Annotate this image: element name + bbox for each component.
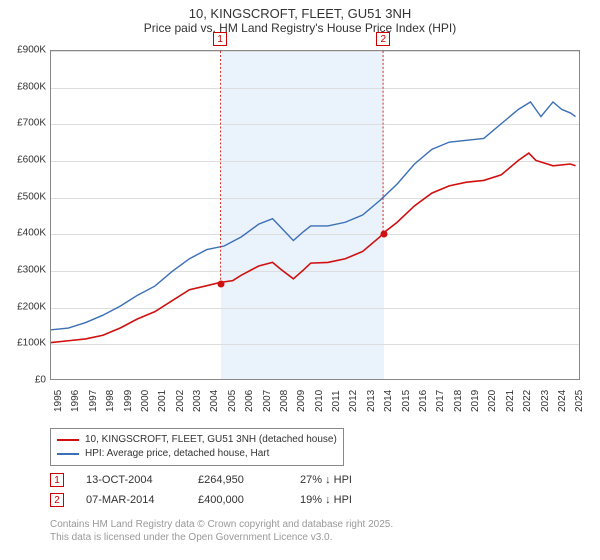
sale-price: £400,000 xyxy=(198,490,278,510)
legend-item: HPI: Average price, detached house, Hart xyxy=(57,447,337,461)
x-axis-tick: 2024 xyxy=(557,390,568,412)
x-axis-tick: 2018 xyxy=(453,390,464,412)
y-axis-tick: £500K xyxy=(2,191,46,202)
chart-title: 10, KINGSCROFT, FLEET, GU51 3NH xyxy=(0,0,600,21)
x-axis-tick: 1995 xyxy=(53,390,64,412)
x-axis-tick: 1997 xyxy=(88,390,99,412)
x-axis-tick: 2003 xyxy=(192,390,203,412)
licence-text: Contains HM Land Registry data © Crown c… xyxy=(50,518,393,544)
sale-point xyxy=(381,231,388,238)
legend-label: 10, KINGSCROFT, FLEET, GU51 3NH (detache… xyxy=(85,433,337,447)
y-axis-tick: £800K xyxy=(2,81,46,92)
y-axis-tick: £0 xyxy=(2,375,46,386)
y-axis-tick: £700K xyxy=(2,118,46,129)
chart-subtitle: Price paid vs. HM Land Registry's House … xyxy=(0,21,600,39)
x-axis-tick: 2021 xyxy=(505,390,516,412)
y-axis-tick: £200K xyxy=(2,301,46,312)
x-axis-tick: 2023 xyxy=(540,390,551,412)
x-axis-tick: 2012 xyxy=(348,390,359,412)
x-axis-tick: 2009 xyxy=(296,390,307,412)
x-axis-tick: 2025 xyxy=(574,390,585,412)
x-axis-tick: 2008 xyxy=(279,390,290,412)
sale-marker-label: 2 xyxy=(376,32,390,46)
x-axis-tick: 2014 xyxy=(383,390,394,412)
series-price_paid xyxy=(51,153,576,342)
sale-marker-icon: 2 xyxy=(50,493,64,507)
legend-item: 10, KINGSCROFT, FLEET, GU51 3NH (detache… xyxy=(57,433,337,447)
x-axis-tick: 2011 xyxy=(331,390,342,412)
x-axis-tick: 2007 xyxy=(262,390,273,412)
x-axis-tick: 2002 xyxy=(175,390,186,412)
sale-row: 1 13-OCT-2004 £264,950 27% ↓ HPI xyxy=(50,470,352,490)
chart-container: 10, KINGSCROFT, FLEET, GU51 3NH Price pa… xyxy=(0,0,600,560)
sale-marker-icon: 1 xyxy=(50,473,64,487)
x-axis-tick: 2013 xyxy=(366,390,377,412)
x-axis-tick: 2020 xyxy=(487,390,498,412)
sale-row: 2 07-MAR-2014 £400,000 19% ↓ HPI xyxy=(50,490,352,510)
legend-swatch xyxy=(57,453,79,455)
sale-date: 13-OCT-2004 xyxy=(86,470,176,490)
legend-label: HPI: Average price, detached house, Hart xyxy=(85,447,269,461)
x-axis-tick: 2005 xyxy=(227,390,238,412)
x-axis-tick: 2004 xyxy=(209,390,220,412)
x-axis-tick: 2017 xyxy=(435,390,446,412)
x-axis-tick: 1996 xyxy=(70,390,81,412)
x-axis-tick: 2015 xyxy=(401,390,412,412)
sales-table: 1 13-OCT-2004 £264,950 27% ↓ HPI 2 07-MA… xyxy=(50,470,352,510)
licence-line: Contains HM Land Registry data © Crown c… xyxy=(50,518,393,531)
series-hpi xyxy=(51,102,576,330)
y-axis-tick: £100K xyxy=(2,338,46,349)
y-axis-tick: £900K xyxy=(2,45,46,56)
x-axis-tick: 2010 xyxy=(314,390,325,412)
sale-point xyxy=(218,280,225,287)
x-axis-tick: 2022 xyxy=(522,390,533,412)
x-axis-tick: 2019 xyxy=(470,390,481,412)
x-axis-tick: 2006 xyxy=(244,390,255,412)
sale-price: £264,950 xyxy=(198,470,278,490)
licence-line: This data is licensed under the Open Gov… xyxy=(50,531,393,544)
sale-date: 07-MAR-2014 xyxy=(86,490,176,510)
x-axis-tick: 2000 xyxy=(140,390,151,412)
x-axis-tick: 2001 xyxy=(157,390,168,412)
legend-swatch xyxy=(57,439,79,441)
x-axis-tick: 1998 xyxy=(105,390,116,412)
x-axis-tick: 2016 xyxy=(418,390,429,412)
y-axis-tick: £300K xyxy=(2,265,46,276)
sale-marker-label: 1 xyxy=(213,32,227,46)
plot-area xyxy=(50,50,580,380)
sale-diff: 27% ↓ HPI xyxy=(300,470,352,490)
y-axis-tick: £600K xyxy=(2,155,46,166)
x-axis-tick: 1999 xyxy=(123,390,134,412)
sale-diff: 19% ↓ HPI xyxy=(300,490,352,510)
line-series xyxy=(51,51,579,379)
y-axis-tick: £400K xyxy=(2,228,46,239)
legend: 10, KINGSCROFT, FLEET, GU51 3NH (detache… xyxy=(50,428,344,466)
